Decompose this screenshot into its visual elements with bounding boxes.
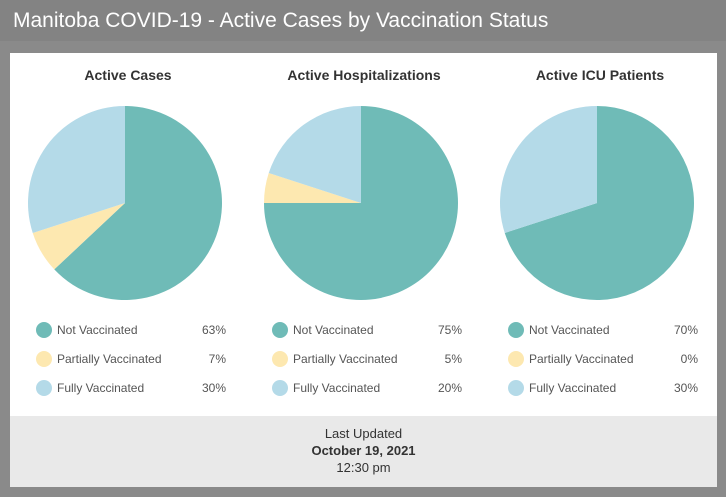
last-updated-label: Last Updated [324,426,403,441]
panel-active-hospitalizations: Active Hospitalizations Not Vaccinated 7… [246,53,482,416]
legend-value: 63% [201,323,226,337]
pie-slice-fully-vaccinated [500,106,597,233]
legend-value: 0% [680,352,698,366]
legend-value: 75% [437,323,462,337]
legend-label: Partially Vaccinated [57,352,162,366]
legend-item-partially-vaccinated: Partially Vaccinated 7% [36,348,226,377]
legend-item-not-vaccinated: Not Vaccinated 75% [272,319,462,348]
pie-slice-fully-vaccinated [268,106,361,203]
legend-label: Fully Vaccinated [529,381,617,395]
legend-value: 20% [437,381,462,395]
last-updated-time: 12:30 pm [336,460,391,475]
pie-chart-active-hospitalizations [264,106,458,300]
legend-item-fully-vaccinated: Fully Vaccinated 30% [508,377,698,406]
legend-item-partially-vaccinated: Partially Vaccinated 0% [508,348,698,377]
legend-swatch [272,351,288,367]
chart-title: Active Hospitalizations [287,67,441,83]
pie-slice-partially-vaccinated [32,203,126,270]
pie-slice-partially-vaccinated [264,173,361,203]
legend-item-not-vaccinated: Not Vaccinated 70% [508,319,698,348]
legend-label: Not Vaccinated [293,323,374,337]
legend-value: 70% [673,323,698,337]
chart-title: Active ICU Patients [535,67,665,83]
legend-label: Fully Vaccinated [57,381,145,395]
legend: Not Vaccinated 70% Partially Vaccinated … [508,319,698,406]
last-updated-footer: Last Updated October 19, 2021 12:30 pm [10,416,717,487]
legend-swatch [36,322,52,338]
legend-value: 5% [444,352,462,366]
legend-swatch [272,322,288,338]
panel-active-cases: Active Cases Not Vaccinated 63% Partiall… [10,53,246,416]
page-title: Manitoba COVID-19 - Active Cases by Vacc… [0,0,726,41]
legend: Not Vaccinated 75% Partially Vaccinated … [272,319,462,406]
legend-swatch [36,351,52,367]
legend-value: 7% [208,352,226,366]
pie-slice-not-vaccinated [54,106,223,300]
legend-swatch [272,380,288,396]
legend-label: Partially Vaccinated [529,352,634,366]
last-updated-date: October 19, 2021 [311,443,416,458]
legend-swatch [508,351,524,367]
legend-swatch [36,380,52,396]
pie-chart-active-icu-patients [500,106,694,300]
pie-slice-fully-vaccinated [27,106,125,233]
legend-swatch [508,322,524,338]
pie-slice-not-vaccinated [504,106,694,300]
legend-item-fully-vaccinated: Fully Vaccinated 30% [36,377,226,406]
legend: Not Vaccinated 63% Partially Vaccinated … [36,319,226,406]
legend-item-fully-vaccinated: Fully Vaccinated 20% [272,377,462,406]
charts-card: Active Cases Not Vaccinated 63% Partiall… [10,53,717,416]
chart-title: Active Cases [84,67,172,83]
legend-item-partially-vaccinated: Partially Vaccinated 5% [272,348,462,377]
legend-value: 30% [201,381,226,395]
legend-label: Fully Vaccinated [293,381,381,395]
legend-label: Not Vaccinated [529,323,610,337]
legend-label: Partially Vaccinated [293,352,398,366]
legend-item-not-vaccinated: Not Vaccinated 63% [36,319,226,348]
legend-label: Not Vaccinated [57,323,138,337]
panel-active-icu-patients: Active ICU Patients Not Vaccinated 70% P… [482,53,718,416]
legend-value: 30% [673,381,698,395]
legend-swatch [508,380,524,396]
pie-chart-active-cases [27,106,223,300]
